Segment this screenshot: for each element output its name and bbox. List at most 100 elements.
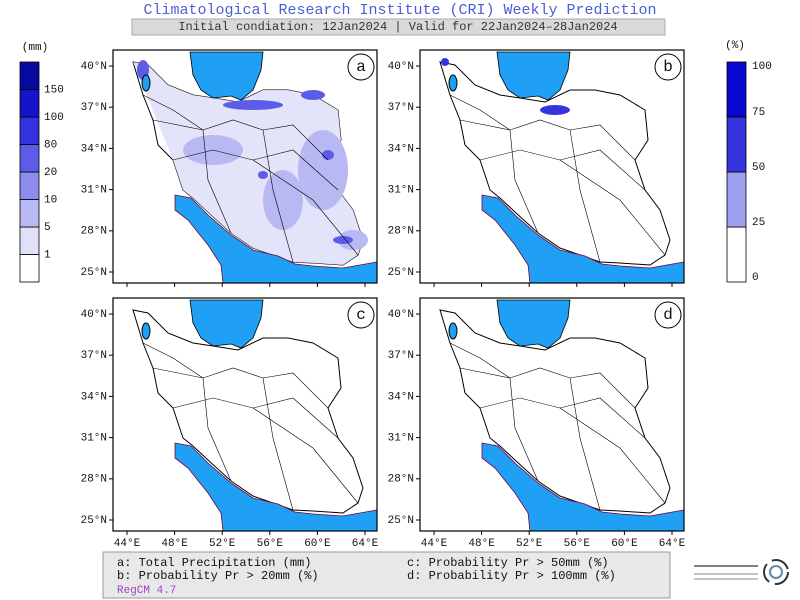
precip-medium xyxy=(263,170,303,230)
country xyxy=(132,309,364,514)
lat-label: 31°N xyxy=(388,433,414,445)
persian-gulf xyxy=(174,194,378,284)
subtitle: Initial condiation: 12Jan2024 | Valid fo… xyxy=(178,20,617,34)
colorbar-unit: (%) xyxy=(725,40,745,52)
colorbar-box xyxy=(19,116,40,145)
map-frame xyxy=(419,49,685,284)
colorbar-box xyxy=(726,171,747,228)
lon-label: 60°E xyxy=(611,538,638,550)
precip-heavy xyxy=(301,90,325,100)
lon-label: 52°E xyxy=(209,538,236,550)
logo xyxy=(694,559,789,585)
colorbar-label: 50 xyxy=(752,162,765,174)
colorbar-unit: (mm) xyxy=(22,42,48,54)
lon-label: 64°E xyxy=(659,538,686,550)
colorbar-label: 75 xyxy=(752,107,765,119)
lat-label: 40°N xyxy=(388,61,414,73)
lat-label: 31°N xyxy=(81,433,107,445)
map-panel: b 40°N 37°N 34°N 31°N 28°N 25°N xyxy=(388,49,685,287)
persian-gulf xyxy=(481,442,685,532)
province-border xyxy=(569,377,601,511)
lon-label: 56°E xyxy=(564,538,591,550)
lat-label: 25°N xyxy=(388,267,414,279)
panel-label: d xyxy=(663,306,673,324)
panel-label-circle xyxy=(654,53,682,81)
colorbar-label: 100 xyxy=(44,112,64,124)
lat-label: 25°N xyxy=(81,267,107,279)
lon-label: 44°E xyxy=(421,538,448,550)
map-frame xyxy=(112,297,378,532)
province-border xyxy=(449,342,511,379)
colorbar-box xyxy=(19,199,40,228)
panel-label: b xyxy=(663,58,673,76)
lat-label: 25°N xyxy=(388,515,414,527)
province-border xyxy=(262,377,294,511)
colorbar-label: 100 xyxy=(752,61,772,73)
colorbar-label: 1 xyxy=(44,249,51,261)
legend-item: b: Probability Pr > 20mm (%) xyxy=(117,569,319,583)
province-border xyxy=(262,129,294,263)
colorbar-box xyxy=(19,61,40,90)
lat-label: 28°N xyxy=(388,226,414,238)
lat-label: 34°N xyxy=(81,143,107,155)
lon-label: 64°E xyxy=(352,538,379,550)
subtitle-box xyxy=(131,18,666,36)
colorbar-label: 25 xyxy=(752,217,765,229)
lat-label: 28°N xyxy=(81,226,107,238)
lat-label: 37°N xyxy=(81,102,107,114)
caspian-sea xyxy=(189,299,264,349)
lon-label: 56°E xyxy=(257,538,284,550)
province-border xyxy=(559,159,666,256)
caspian-sea xyxy=(496,299,571,349)
lat-label: 31°N xyxy=(81,185,107,197)
prob-high xyxy=(441,58,449,66)
colorbar-label: 20 xyxy=(44,167,57,179)
legend-item: a: Total Precipitation (mm) xyxy=(117,556,311,570)
province-border xyxy=(459,367,636,409)
lake xyxy=(141,74,151,92)
lat-label: 37°N xyxy=(388,102,414,114)
lat-label: 40°N xyxy=(81,61,107,73)
colorbar-label: 5 xyxy=(44,222,51,234)
lake xyxy=(141,322,151,340)
lon-label: 52°E xyxy=(516,538,543,550)
precip-medium xyxy=(298,130,348,210)
lat-label: 31°N xyxy=(388,185,414,197)
colorbar-box xyxy=(19,171,40,200)
caspian-sea xyxy=(189,51,264,101)
province-border xyxy=(252,407,359,504)
lat-label: 40°N xyxy=(81,309,107,321)
precip-heavy xyxy=(322,150,334,160)
persian-gulf xyxy=(174,442,378,532)
map-panel: a 40°N 37°N 34°N 31°N 28°N 25°N xyxy=(81,49,378,287)
colorbar-box xyxy=(726,226,747,283)
colorbar-box xyxy=(19,89,40,118)
panel-label: c xyxy=(356,306,366,324)
province-border xyxy=(142,94,204,131)
lat-label: 34°N xyxy=(388,391,414,403)
panel-label-circle xyxy=(347,53,375,81)
province-border xyxy=(569,129,601,263)
lake xyxy=(448,322,458,340)
colorbar-label: 150 xyxy=(44,84,64,96)
lon-label: 48°E xyxy=(161,538,188,550)
precip-heavy xyxy=(333,236,353,244)
legend-item: c: Probability Pr > 50mm (%) xyxy=(407,556,609,570)
province-border xyxy=(142,342,204,379)
lat-label: 34°N xyxy=(81,391,107,403)
prob-high xyxy=(540,105,570,115)
province-border xyxy=(559,407,666,504)
precip-heavy xyxy=(258,171,268,179)
colorbar-label: 10 xyxy=(44,194,57,206)
colorbar-label: 0 xyxy=(752,272,759,284)
lat-label: 34°N xyxy=(388,143,414,155)
caspian-sea xyxy=(496,51,571,101)
panel-label-circle xyxy=(654,301,682,329)
precip-heavy xyxy=(223,100,283,110)
lat-label: 28°N xyxy=(81,474,107,486)
province-border xyxy=(152,119,329,161)
title: Climatological Research Institute (CRI) … xyxy=(143,2,656,19)
map-frame xyxy=(112,49,378,284)
lon-label: 44°E xyxy=(114,538,141,550)
lon-label: 48°E xyxy=(468,538,495,550)
